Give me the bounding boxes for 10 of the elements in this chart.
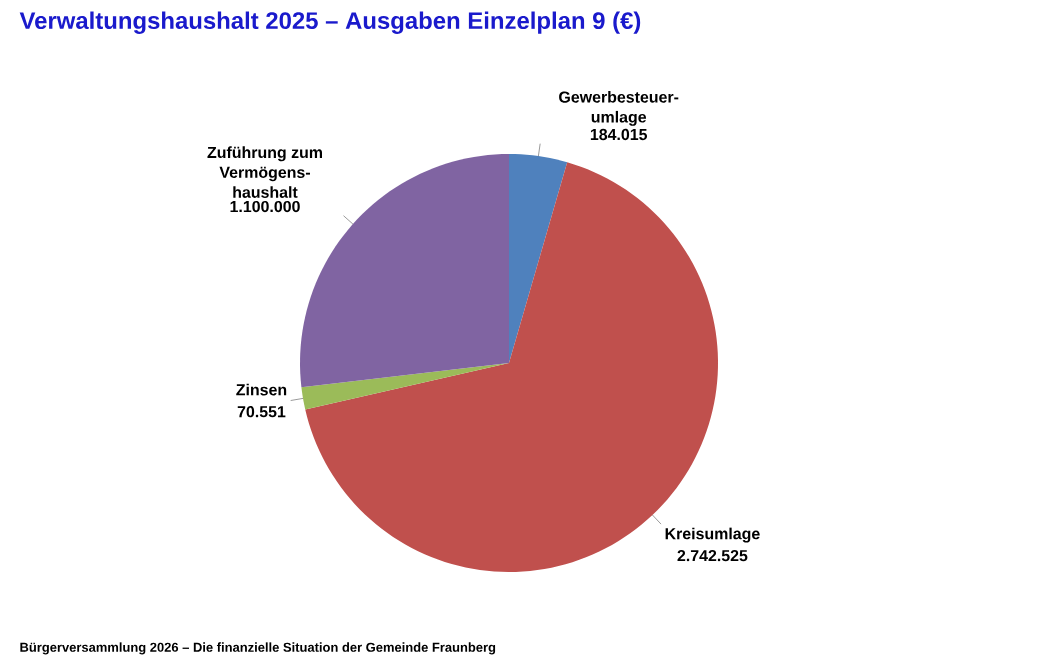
data-label: 184.015 — [590, 128, 648, 141]
slice-label: Gewerbesteuer-umlage — [559, 91, 679, 126]
chart-title: Verwaltungshaushalt 2025 – Ausgaben Einzelplan 9 (€) — [19, 11, 641, 34]
data-label: 70.551 — [237, 406, 286, 418]
data-label: 1.100.000 — [230, 200, 300, 213]
slice-label: Kreisumlage — [665, 527, 760, 543]
slice-label: Zuführung zum Vermögens-haushalt — [207, 146, 322, 198]
text: Bürgerversammlung 2026 – Die finanzielle Situation der Gemeinde Fraunberg — [20, 642, 496, 655]
data-label: 2.742.525 — [677, 549, 748, 562]
slice-label: Zinsen — [236, 383, 287, 396]
